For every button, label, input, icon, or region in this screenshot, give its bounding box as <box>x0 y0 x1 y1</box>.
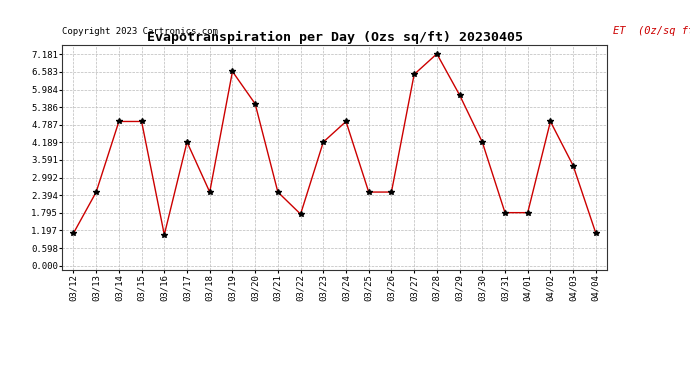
Text: Copyright 2023 Cartronics.com: Copyright 2023 Cartronics.com <box>62 27 218 36</box>
Title: Evapotranspiration per Day (Ozs sq/ft) 20230405: Evapotranspiration per Day (Ozs sq/ft) 2… <box>147 31 522 44</box>
Text: ET  (0z/sq ft): ET (0z/sq ft) <box>613 26 690 36</box>
